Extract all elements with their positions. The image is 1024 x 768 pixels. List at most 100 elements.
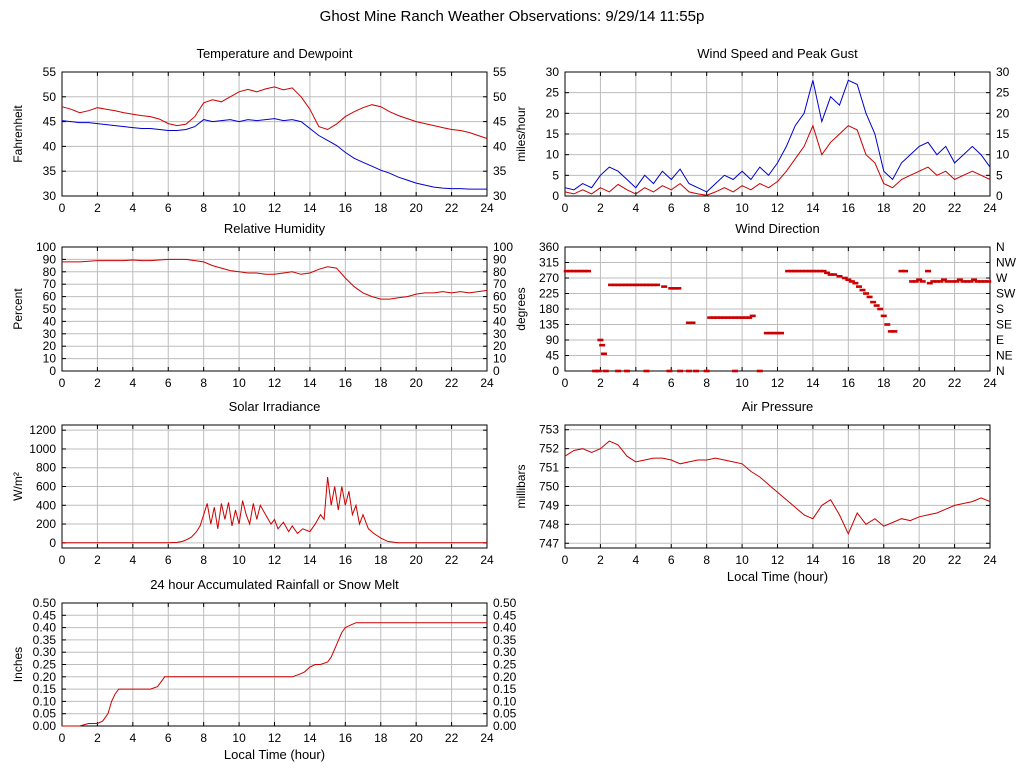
- y-right-tick-label: 45: [493, 115, 507, 129]
- y-right-tick-label: S: [996, 302, 1004, 316]
- x-tick-label: 6: [165, 376, 172, 390]
- scatter-marker: [685, 369, 692, 373]
- scatter-marker: [919, 280, 926, 283]
- x-tick-label: 6: [668, 201, 675, 215]
- x-axis-label: Local Time (hour): [224, 747, 325, 762]
- y-right-tick-label: 70: [493, 277, 507, 291]
- chart-title: Wind Direction: [735, 221, 820, 236]
- scatter-marker: [574, 269, 581, 273]
- scatter-marker: [788, 269, 795, 273]
- scatter-marker: [985, 280, 992, 283]
- scatter-marker: [880, 314, 887, 318]
- x-tick-label: 24: [983, 201, 997, 215]
- scatter-marker: [592, 369, 599, 373]
- x-tick-label: 8: [703, 201, 710, 215]
- scatter-marker: [863, 292, 870, 295]
- y-tick-label: 20: [546, 106, 560, 120]
- x-tick-label: 12: [771, 376, 785, 390]
- x-tick-label: 20: [409, 201, 423, 215]
- y-tick-label: 10: [43, 352, 57, 366]
- y-tick-label: 70: [43, 277, 57, 291]
- x-tick-label: 22: [445, 201, 459, 215]
- scatter-marker: [978, 280, 985, 283]
- scatter-marker: [836, 274, 843, 278]
- x-tick-label: 10: [232, 201, 246, 215]
- y-tick-label: 0.15: [33, 682, 57, 696]
- scatter-marker: [831, 273, 838, 276]
- scatter-marker: [685, 321, 692, 325]
- x-tick-label: 8: [703, 376, 710, 390]
- y-tick-label: 0.50: [33, 596, 57, 610]
- scatter-marker: [703, 369, 710, 373]
- scatter-marker: [650, 283, 657, 287]
- y-tick-label: 749: [539, 498, 559, 512]
- scatter-marker: [785, 269, 792, 273]
- x-tick-label: 14: [303, 376, 317, 390]
- x-tick-label: 16: [842, 201, 856, 215]
- x-tick-label: 4: [129, 201, 136, 215]
- scatter-marker: [567, 269, 574, 273]
- scatter-marker: [623, 369, 630, 373]
- chart-title: 24 hour Accumulated Rainfall or Snow Mel…: [150, 577, 399, 592]
- y-tick-label: 200: [36, 517, 56, 531]
- y-right-tick-label: 0.50: [493, 596, 517, 610]
- scatter-marker: [774, 331, 781, 335]
- scatter-marker: [661, 285, 668, 288]
- chart-air-pressure: 0 2 4 6 8 10 12 14 16 18 20 22 247477487497507517527…: [514, 399, 997, 584]
- scatter-marker: [930, 280, 937, 283]
- y-tick-label: 30: [546, 65, 560, 79]
- scatter-marker: [629, 283, 636, 287]
- series-humidity: [62, 258, 488, 300]
- x-tick-label: 6: [165, 553, 172, 567]
- scatter-marker: [732, 369, 738, 373]
- x-tick-label: 16: [339, 553, 353, 567]
- scatter-marker: [721, 316, 728, 319]
- y-right-tick-label: 30: [493, 189, 507, 203]
- x-tick-label: 22: [948, 376, 962, 390]
- x-tick-label: 18: [877, 376, 891, 390]
- scatter-marker: [724, 316, 731, 319]
- x-tick-label: 22: [445, 376, 459, 390]
- x-tick-label: 8: [703, 553, 710, 567]
- y-tick-label: 55: [43, 65, 57, 79]
- y-axis-label: W/m²: [11, 472, 25, 501]
- scatter-marker: [944, 280, 951, 283]
- y-right-tick-label: 0.05: [493, 707, 517, 721]
- y-right-tick-label: 0.00: [493, 719, 517, 733]
- chart-title: Air Pressure: [742, 399, 814, 414]
- scatter-marker: [739, 316, 746, 319]
- y-tick-label: 751: [539, 461, 559, 475]
- series-dewpoint: [61, 118, 487, 190]
- x-axis-label: Local Time (hour): [727, 569, 828, 584]
- scatter-marker: [677, 369, 684, 373]
- x-tick-label: 14: [303, 201, 317, 215]
- y-right-tick-label: E: [996, 333, 1004, 347]
- y-tick-label: 0.45: [33, 608, 57, 622]
- scatter-marker: [870, 300, 877, 304]
- series-rainfall: [62, 622, 487, 727]
- y-right-tick-label: 20: [493, 339, 507, 353]
- scatter-marker: [625, 283, 632, 287]
- y-right-tick-label: 0.15: [493, 682, 517, 696]
- scatter-marker: [675, 287, 682, 290]
- x-tick-label: 4: [632, 376, 639, 390]
- scatter-marker: [891, 330, 898, 333]
- y-right-tick-label: 100: [493, 240, 513, 254]
- scatter-marker: [570, 269, 577, 273]
- y-tick-label: 35: [43, 164, 57, 178]
- scatter-marker: [855, 285, 862, 288]
- y-tick-label: 100: [36, 240, 56, 254]
- y-tick-label: 0: [49, 364, 56, 378]
- x-tick-label: 8: [200, 201, 207, 215]
- y-tick-label: 45: [43, 115, 57, 129]
- scatter-marker: [912, 280, 919, 283]
- series-peak-gust: [564, 79, 991, 193]
- scatter-marker: [595, 369, 602, 373]
- x-tick-label: 10: [735, 553, 749, 567]
- y-tick-label: 1200: [29, 423, 56, 437]
- y-tick-label: 360: [539, 240, 559, 254]
- chart-title: Relative Humidity: [224, 221, 326, 236]
- series-wind-speed: [564, 124, 991, 196]
- scatter-marker: [940, 278, 947, 282]
- y-axis-label: miles/hour: [514, 106, 528, 161]
